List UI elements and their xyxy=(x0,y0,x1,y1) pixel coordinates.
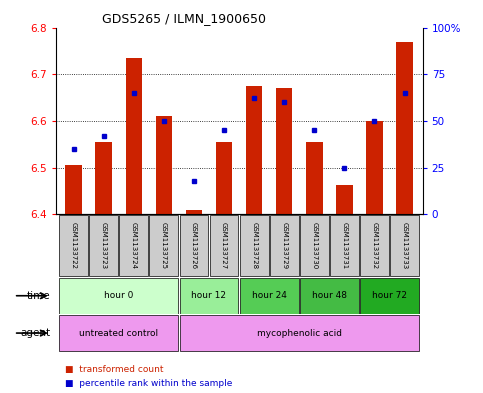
Bar xyxy=(300,278,359,314)
Text: ■  transformed count: ■ transformed count xyxy=(65,365,164,374)
Bar xyxy=(270,215,298,276)
Bar xyxy=(185,210,202,214)
Bar xyxy=(89,215,118,276)
Text: GDS5265 / ILMN_1900650: GDS5265 / ILMN_1900650 xyxy=(101,12,266,25)
Text: GSM1133725: GSM1133725 xyxy=(161,222,167,269)
Bar xyxy=(59,315,178,351)
Text: GSM1133731: GSM1133731 xyxy=(341,222,347,269)
Text: GSM1133728: GSM1133728 xyxy=(251,222,257,269)
Bar xyxy=(360,278,419,314)
Bar xyxy=(276,88,293,214)
Bar xyxy=(360,215,389,276)
Bar xyxy=(59,278,178,314)
Text: GSM1133732: GSM1133732 xyxy=(371,222,378,269)
Bar xyxy=(149,215,178,276)
Bar xyxy=(210,215,239,276)
Text: mycophenolic acid: mycophenolic acid xyxy=(257,329,342,338)
Bar xyxy=(180,215,208,276)
Bar xyxy=(180,278,239,314)
Text: hour 72: hour 72 xyxy=(372,291,407,300)
Bar xyxy=(396,42,413,214)
Bar xyxy=(390,215,419,276)
Bar xyxy=(180,315,419,351)
Text: GSM1133724: GSM1133724 xyxy=(131,222,137,269)
Bar xyxy=(240,278,298,314)
Text: untreated control: untreated control xyxy=(79,329,158,338)
Bar xyxy=(336,185,353,214)
Text: GSM1133727: GSM1133727 xyxy=(221,222,227,269)
Bar xyxy=(306,142,323,214)
Bar xyxy=(119,215,148,276)
Text: ■  percentile rank within the sample: ■ percentile rank within the sample xyxy=(65,379,233,388)
Text: hour 24: hour 24 xyxy=(252,291,286,300)
Bar xyxy=(240,215,269,276)
Bar xyxy=(65,165,82,214)
Text: GSM1133722: GSM1133722 xyxy=(71,222,77,269)
Text: GSM1133729: GSM1133729 xyxy=(281,222,287,269)
Bar xyxy=(366,121,383,214)
Bar xyxy=(330,215,359,276)
Bar xyxy=(216,142,232,214)
Bar xyxy=(59,215,88,276)
Bar xyxy=(96,142,112,214)
Text: hour 12: hour 12 xyxy=(191,291,227,300)
Text: hour 0: hour 0 xyxy=(104,291,133,300)
Text: hour 48: hour 48 xyxy=(312,291,347,300)
Text: time: time xyxy=(27,291,51,301)
Text: agent: agent xyxy=(21,328,51,338)
Text: GSM1133723: GSM1133723 xyxy=(100,222,107,269)
Bar xyxy=(300,215,329,276)
Bar xyxy=(156,116,172,214)
Text: GSM1133730: GSM1133730 xyxy=(312,222,317,269)
Bar xyxy=(246,86,262,214)
Text: GSM1133726: GSM1133726 xyxy=(191,222,197,269)
Text: GSM1133733: GSM1133733 xyxy=(401,222,408,269)
Bar xyxy=(126,58,142,214)
